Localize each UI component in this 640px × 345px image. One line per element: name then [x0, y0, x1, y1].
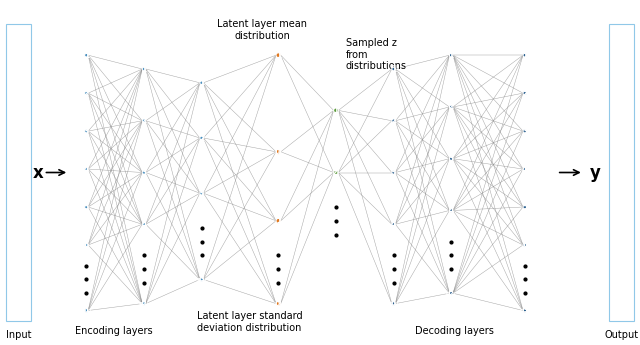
- Circle shape: [200, 278, 204, 281]
- Text: e1ᵢ: e1ᵢ: [81, 308, 92, 313]
- Circle shape: [200, 136, 204, 140]
- Text: x: x: [33, 164, 44, 181]
- Circle shape: [200, 191, 204, 195]
- Text: Input: Input: [6, 330, 31, 340]
- Text: 6: 6: [84, 240, 89, 249]
- Text: 1: 1: [449, 51, 454, 60]
- Text: σᵢ: σᵢ: [275, 299, 282, 308]
- Circle shape: [392, 171, 396, 174]
- Text: 5: 5: [522, 203, 527, 211]
- Text: 1: 1: [391, 65, 396, 73]
- Circle shape: [449, 292, 453, 295]
- Circle shape: [392, 223, 396, 226]
- Circle shape: [84, 53, 88, 57]
- Text: 4: 4: [522, 165, 527, 174]
- Circle shape: [84, 129, 88, 133]
- Circle shape: [142, 223, 146, 226]
- Text: μᵢ: μᵢ: [275, 147, 282, 156]
- Text: Encoding layers: Encoding layers: [75, 326, 153, 336]
- Circle shape: [276, 53, 281, 58]
- Text: 1: 1: [333, 106, 339, 115]
- Text: 3: 3: [141, 168, 147, 177]
- Circle shape: [523, 129, 527, 133]
- Text: 4: 4: [391, 220, 396, 229]
- Circle shape: [142, 119, 146, 122]
- Circle shape: [84, 309, 88, 312]
- Text: 1: 1: [276, 216, 281, 225]
- Text: 2: 2: [84, 89, 89, 98]
- Text: e3ᵢ: e3ᵢ: [196, 277, 207, 282]
- Text: 1: 1: [199, 78, 204, 87]
- Text: zᵢ: zᵢ: [333, 168, 339, 177]
- Circle shape: [392, 302, 396, 305]
- Circle shape: [449, 105, 453, 109]
- Text: Latent layer standard
deviation distribution: Latent layer standard deviation distribu…: [196, 311, 303, 333]
- Text: 3: 3: [199, 189, 204, 198]
- Text: 3: 3: [391, 168, 396, 177]
- Circle shape: [84, 91, 88, 95]
- Text: Latent layer mean
distribution: Latent layer mean distribution: [218, 19, 307, 41]
- Circle shape: [276, 149, 281, 154]
- Circle shape: [523, 205, 527, 209]
- Text: 1: 1: [84, 51, 89, 60]
- Circle shape: [523, 53, 527, 57]
- Circle shape: [276, 218, 281, 223]
- Text: 2: 2: [449, 102, 454, 111]
- Text: Sampled z
from
distributions: Sampled z from distributions: [346, 38, 406, 71]
- Text: 6: 6: [522, 240, 527, 249]
- Text: Output: Output: [604, 330, 639, 340]
- Circle shape: [142, 302, 146, 305]
- Text: 4: 4: [84, 165, 89, 174]
- Circle shape: [333, 170, 339, 175]
- Text: 3: 3: [449, 154, 454, 163]
- Circle shape: [523, 167, 527, 171]
- Circle shape: [84, 243, 88, 247]
- Text: 3: 3: [84, 127, 89, 136]
- Text: 1: 1: [141, 65, 147, 73]
- Text: 4: 4: [141, 220, 147, 229]
- Text: d3ᵢ: d3ᵢ: [520, 308, 530, 313]
- Circle shape: [392, 67, 396, 71]
- Circle shape: [142, 67, 146, 71]
- Circle shape: [142, 171, 146, 174]
- Circle shape: [523, 309, 527, 312]
- Circle shape: [523, 243, 527, 247]
- Circle shape: [276, 301, 281, 306]
- Text: e2ᵢ: e2ᵢ: [139, 301, 149, 306]
- Circle shape: [523, 91, 527, 95]
- Circle shape: [449, 157, 453, 160]
- Text: 2: 2: [391, 116, 396, 125]
- Circle shape: [333, 108, 339, 113]
- Circle shape: [84, 167, 88, 171]
- Text: d2ᵢ: d2ᵢ: [446, 291, 456, 296]
- Text: d1ᵢ: d1ᵢ: [388, 301, 399, 306]
- Text: 3: 3: [522, 127, 527, 136]
- Circle shape: [200, 81, 204, 85]
- Text: 2: 2: [141, 116, 147, 125]
- Text: 2: 2: [199, 134, 204, 142]
- Circle shape: [449, 53, 453, 57]
- Circle shape: [84, 205, 88, 209]
- Text: 2: 2: [522, 89, 527, 98]
- Text: Decoding layers: Decoding layers: [415, 326, 494, 336]
- Circle shape: [449, 209, 453, 212]
- Text: 4: 4: [449, 206, 454, 215]
- Text: 5: 5: [84, 203, 89, 211]
- Text: 1: 1: [276, 51, 281, 60]
- Circle shape: [392, 119, 396, 122]
- Text: y: y: [590, 164, 600, 181]
- Text: 1: 1: [522, 51, 527, 60]
